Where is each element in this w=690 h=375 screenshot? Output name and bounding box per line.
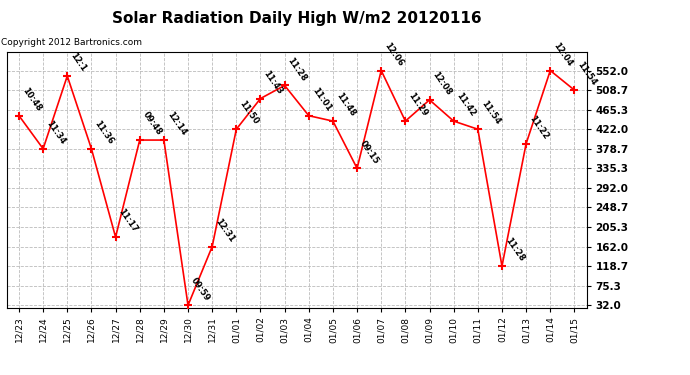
Text: 11:22: 11:22 [527,114,550,141]
Text: 11:54: 11:54 [479,99,502,126]
Text: 12:31: 12:31 [213,217,236,244]
Text: 11:01: 11:01 [310,86,333,113]
Text: 11:29: 11:29 [406,92,429,118]
Text: 11:42: 11:42 [455,91,477,118]
Text: 11:36: 11:36 [92,119,115,146]
Text: 11:43: 11:43 [262,69,284,96]
Text: 09:48: 09:48 [141,111,164,137]
Text: 11:28: 11:28 [286,56,308,83]
Text: 11:50: 11:50 [237,99,260,126]
Text: 12:08: 12:08 [431,70,453,97]
Text: 11:34: 11:34 [44,119,67,146]
Text: 11:28: 11:28 [503,236,526,263]
Text: Copyright 2012 Bartronics.com: Copyright 2012 Bartronics.com [1,38,142,47]
Text: 12:04: 12:04 [551,41,574,68]
Text: 12:14: 12:14 [165,110,188,137]
Text: Solar Radiation Daily High W/m2 20120116: Solar Radiation Daily High W/m2 20120116 [112,11,482,26]
Text: 12:06: 12:06 [382,41,405,68]
Text: 12:1: 12:1 [68,51,88,73]
Text: 11:54: 11:54 [575,60,598,87]
Text: 11:17: 11:17 [117,207,139,234]
Text: 10:48: 10:48 [20,86,43,113]
Text: 09:59: 09:59 [189,276,212,303]
Text: 11:48: 11:48 [334,92,357,118]
Text: 09:15: 09:15 [358,139,381,166]
